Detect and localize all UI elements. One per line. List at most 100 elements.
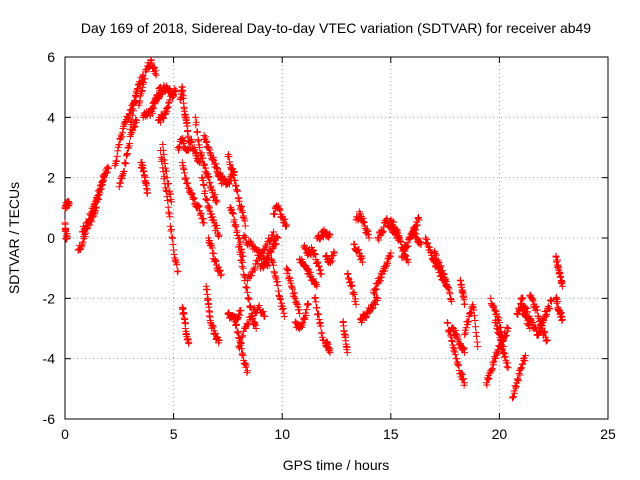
data-point <box>516 371 524 379</box>
data-point <box>131 122 139 130</box>
data-point <box>470 312 478 320</box>
data-point <box>87 210 95 218</box>
data-point <box>439 270 447 278</box>
data-point <box>213 198 221 206</box>
data-point <box>94 194 102 202</box>
data-point <box>97 181 105 189</box>
data-point <box>461 300 469 308</box>
data-point <box>457 369 465 377</box>
data-point <box>276 294 284 302</box>
data-point <box>503 363 511 371</box>
data-point <box>152 71 160 79</box>
data-point <box>489 361 497 369</box>
data-point <box>270 210 278 218</box>
data-point <box>230 216 238 224</box>
data-point <box>228 166 236 174</box>
data-point <box>350 290 358 298</box>
x-tick-label: 5 <box>170 426 178 442</box>
data-point <box>272 241 280 249</box>
data-point <box>504 325 512 332</box>
data-point <box>289 285 297 293</box>
data-point <box>472 329 480 337</box>
data-point <box>139 83 147 91</box>
data-point <box>376 277 384 285</box>
data-point <box>179 92 187 100</box>
data-point <box>541 329 549 337</box>
data-point <box>484 375 492 383</box>
data-point <box>246 316 254 324</box>
data-point <box>117 173 125 181</box>
data-point <box>212 196 220 204</box>
data-point <box>384 260 392 268</box>
data-point <box>166 222 174 230</box>
data-point <box>302 245 310 253</box>
data-point <box>500 353 508 361</box>
data-point <box>401 247 409 255</box>
data-point <box>167 198 175 206</box>
data-point <box>104 163 112 171</box>
data-point <box>148 104 156 112</box>
data-point <box>252 325 260 332</box>
data-point <box>344 269 352 277</box>
data-point <box>359 217 367 225</box>
data-point <box>398 254 406 262</box>
data-point <box>422 238 430 246</box>
data-point <box>162 109 170 117</box>
data-point <box>284 267 292 275</box>
data-point <box>178 159 186 167</box>
data-point <box>347 278 355 286</box>
data-point <box>376 274 384 282</box>
data-point <box>235 343 243 351</box>
data-point <box>239 214 247 222</box>
data-point <box>352 295 360 303</box>
data-point <box>197 209 205 217</box>
data-point <box>226 180 234 188</box>
data-point <box>240 272 248 280</box>
data-point <box>519 294 527 302</box>
data-point <box>238 333 246 341</box>
data-point <box>95 196 103 204</box>
data-point <box>297 320 305 328</box>
data-point <box>424 239 432 247</box>
data-point <box>171 88 179 96</box>
data-point <box>404 258 412 266</box>
data-point <box>496 336 504 344</box>
data-point <box>261 259 269 267</box>
data-point <box>207 182 215 190</box>
data-point <box>166 213 174 221</box>
data-point <box>203 195 211 203</box>
data-point <box>128 111 136 119</box>
data-point <box>242 361 250 369</box>
data-point <box>164 104 172 112</box>
data-point <box>139 80 147 88</box>
data-point <box>280 216 288 224</box>
data-point <box>359 258 367 266</box>
data-point <box>492 319 500 327</box>
data-point <box>240 270 248 278</box>
data-point <box>187 189 195 197</box>
data-point <box>383 258 391 266</box>
data-point <box>271 272 279 280</box>
data-point <box>160 151 168 159</box>
data-point <box>195 203 203 211</box>
data-point <box>65 199 73 207</box>
data-point <box>119 129 127 137</box>
data-point <box>415 216 423 224</box>
data-point <box>198 149 206 157</box>
data-point <box>372 286 380 294</box>
data-point <box>195 202 203 210</box>
data-point <box>543 337 551 345</box>
data-point <box>312 281 320 289</box>
data-point <box>285 273 293 281</box>
data-point <box>125 110 133 118</box>
data-point <box>210 192 218 200</box>
data-point <box>216 169 224 177</box>
y-tick-labels: -6 -4 -2 0 2 4 6 <box>43 49 56 427</box>
data-point <box>173 261 181 269</box>
data-point <box>280 309 288 317</box>
data-point <box>512 383 520 391</box>
data-point <box>179 86 187 94</box>
data-point <box>131 98 139 106</box>
data-point <box>255 302 263 310</box>
data-point <box>497 335 505 343</box>
